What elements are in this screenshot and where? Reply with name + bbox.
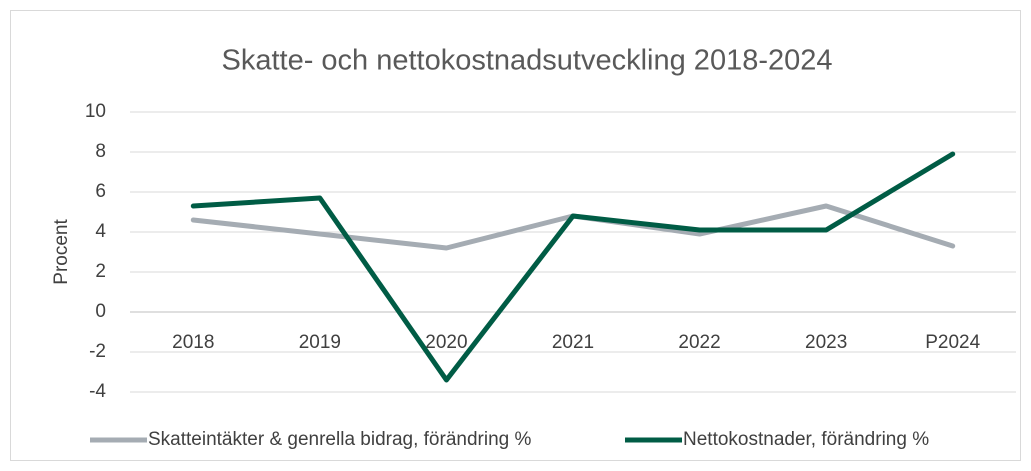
y-tick-label: 2 — [95, 261, 106, 282]
y-tick-label: -4 — [89, 381, 106, 402]
series-line — [190, 151, 956, 383]
x-tick-label: 2023 — [805, 332, 847, 353]
x-tick-label: 2019 — [299, 332, 341, 353]
legend-label: Nettokostnader, förändring % — [683, 429, 929, 450]
chart-border — [10, 10, 1021, 461]
x-tick-label: 2022 — [678, 332, 720, 353]
x-tick-label: 2020 — [425, 332, 467, 353]
y-tick-label: 0 — [95, 301, 106, 322]
y-tick-label: -2 — [89, 341, 106, 362]
y-axis-label: Procent — [51, 219, 72, 285]
x-tick-label: P2024 — [925, 332, 980, 353]
legend-label: Skatteintäkter & genrella bidrag, föränd… — [148, 429, 531, 450]
y-tick-label: 6 — [95, 181, 106, 202]
y-tick-label: 10 — [85, 101, 106, 122]
chart-title: Skatte- och nettokostnadsutveckling 2018… — [221, 45, 832, 77]
x-tick-label: 2018 — [172, 332, 214, 353]
x-tick-label: 2021 — [552, 332, 594, 353]
y-tick-label: 8 — [95, 141, 106, 162]
y-tick-label: 4 — [95, 221, 106, 242]
